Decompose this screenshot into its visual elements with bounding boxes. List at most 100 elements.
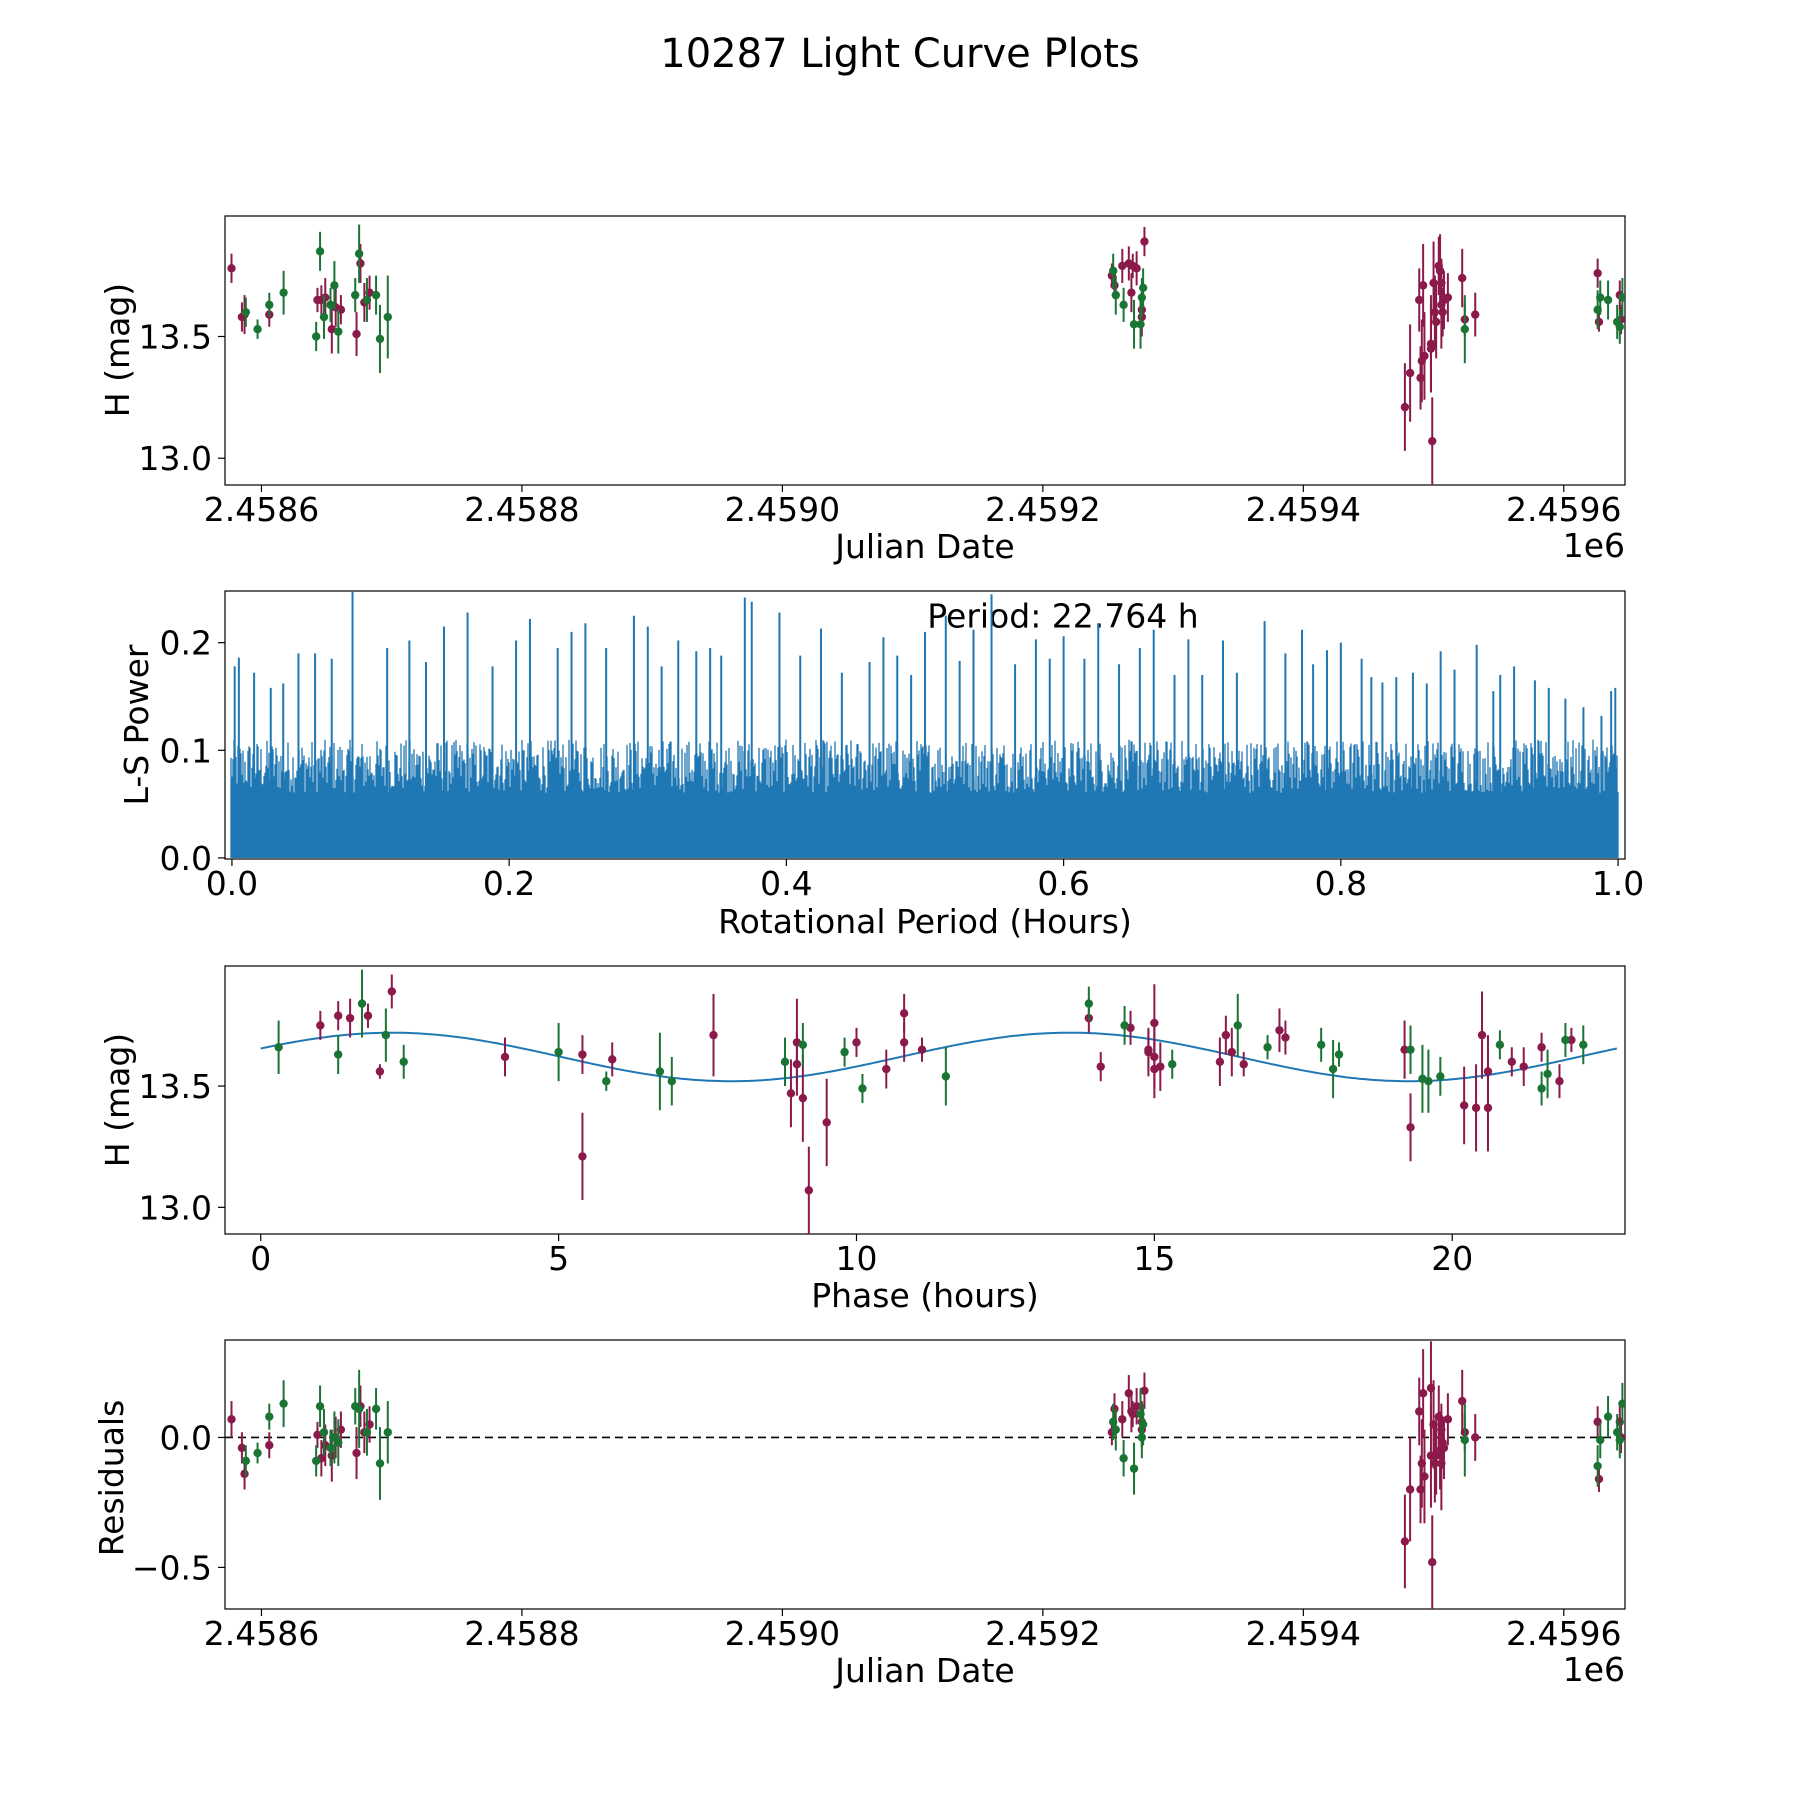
magenta-data-point <box>1405 1485 1415 1494</box>
magenta-data-point <box>1426 339 1436 349</box>
green-data-point <box>1136 320 1145 329</box>
magenta-data-point <box>1537 1043 1546 1052</box>
magenta-data-point <box>1118 1415 1127 1424</box>
green-data-point <box>279 288 288 297</box>
magenta-data-point <box>1221 1030 1231 1040</box>
magenta-data-point <box>1507 1057 1517 1067</box>
magenta-data-point <box>578 1050 587 1059</box>
magenta-data-point <box>1400 1045 1409 1054</box>
magenta-data-point <box>1594 1474 1604 1484</box>
magenta-data-point <box>356 259 365 268</box>
green-data-point <box>354 249 364 258</box>
x-tick-label: 10 <box>835 1239 877 1278</box>
magenta-data-point <box>375 1067 385 1076</box>
figure-title: 10287 Light Curve Plots <box>660 31 1139 77</box>
green-data-point <box>274 1043 283 1052</box>
magenta-data-point <box>1420 1472 1429 1481</box>
magenta-data-point <box>352 329 361 339</box>
period-annotation: Period: 22.764 h <box>927 597 1198 636</box>
green-data-point <box>265 1412 274 1421</box>
phased-frame <box>224 965 1626 1235</box>
green-data-point <box>667 1077 677 1086</box>
green-data-point <box>279 1399 288 1408</box>
green-data-point <box>371 290 381 300</box>
lightcurve-ylabel: H (mag) <box>98 283 137 417</box>
y-tick-label: 13.0 <box>139 1188 212 1227</box>
green-data-point <box>1129 1464 1139 1473</box>
magenta-data-point <box>316 1021 325 1030</box>
magenta-data-point <box>1458 1396 1467 1406</box>
magenta-data-point <box>1555 1077 1564 1086</box>
x-tick-label: 0.4 <box>760 864 812 903</box>
periodogram-data-layer <box>230 591 1619 858</box>
x-tick-label: 0.2 <box>483 864 535 903</box>
green-data-point <box>1406 1045 1415 1054</box>
green-data-point <box>1543 1069 1552 1079</box>
magenta-data-point <box>804 1186 814 1195</box>
green-data-point <box>1328 1064 1338 1074</box>
green-data-point <box>351 290 360 300</box>
magenta-data-point <box>822 1118 831 1127</box>
green-data-point <box>375 334 385 344</box>
periodogram-panel: Period: 22.764 h Rotational Period (Hour… <box>117 590 1644 941</box>
magenta-data-point <box>1140 1386 1149 1395</box>
magenta-data-point <box>1459 1101 1469 1110</box>
green-data-point <box>1138 1420 1148 1429</box>
green-data-point <box>253 1448 262 1458</box>
magenta-data-point <box>1443 293 1453 302</box>
green-data-point <box>241 1456 251 1466</box>
magenta-data-point <box>313 1430 322 1440</box>
green-data-point <box>1537 1084 1546 1093</box>
green-data-point <box>1460 324 1470 334</box>
x-tick-label: 2.4586 <box>204 490 319 529</box>
magenta-data-point <box>852 1038 861 1047</box>
green-data-point <box>602 1077 611 1086</box>
green-data-point <box>1137 293 1147 302</box>
residuals-offset-label: 1e6 <box>1563 1650 1625 1689</box>
x-tick-label: 2.4590 <box>725 1614 840 1653</box>
green-data-point <box>375 1459 385 1468</box>
magenta-data-point <box>265 1441 274 1450</box>
phased-xlabel: Phase (hours) <box>811 1276 1039 1315</box>
magenta-data-point <box>240 1469 249 1479</box>
magenta-data-point <box>1281 1033 1290 1042</box>
green-data-point <box>311 1456 321 1466</box>
green-data-point <box>334 327 343 336</box>
y-tick-label: 13.0 <box>139 439 212 478</box>
green-data-point <box>265 300 274 310</box>
residuals-data-layer <box>225 1341 1625 1609</box>
x-tick-label: 0.0 <box>206 864 258 903</box>
magenta-data-point <box>1418 1389 1428 1398</box>
magenta-data-point <box>327 324 336 334</box>
green-data-point <box>1424 1077 1433 1086</box>
magenta-data-point <box>608 1055 617 1064</box>
y-tick-label: 0.0 <box>160 839 212 878</box>
green-data-point <box>1603 295 1613 305</box>
green-data-point <box>941 1072 951 1081</box>
x-tick-label: 2.4596 <box>1506 490 1621 529</box>
magenta-data-point <box>1443 1415 1453 1424</box>
x-tick-label: 2.4586 <box>204 1614 319 1653</box>
green-data-point <box>1084 999 1094 1008</box>
magenta-data-point <box>1415 1407 1424 1416</box>
magenta-data-point <box>321 293 330 302</box>
magenta-data-point <box>1439 1443 1449 1453</box>
y-tick-label: −0.5 <box>132 1548 212 1587</box>
green-data-point <box>1495 1040 1505 1050</box>
green-data-point <box>1618 1399 1625 1408</box>
magenta-data-point <box>1418 281 1428 290</box>
magenta-data-point <box>1567 1035 1576 1045</box>
x-tick-label: 2.4588 <box>464 1614 579 1653</box>
green-data-point <box>371 1404 381 1414</box>
magenta-data-point <box>227 264 236 273</box>
magenta-data-point <box>345 1013 355 1023</box>
magenta-data-point <box>578 1152 587 1161</box>
x-tick-label: 2.4596 <box>1506 1614 1621 1653</box>
magenta-data-point <box>1406 1123 1415 1132</box>
magenta-data-point <box>1483 1067 1493 1076</box>
green-data-point <box>333 1050 343 1059</box>
green-data-point <box>1138 283 1148 293</box>
green-data-point <box>326 1443 335 1453</box>
magenta-data-point <box>1156 1062 1165 1071</box>
residuals-frame <box>224 1339 1626 1610</box>
